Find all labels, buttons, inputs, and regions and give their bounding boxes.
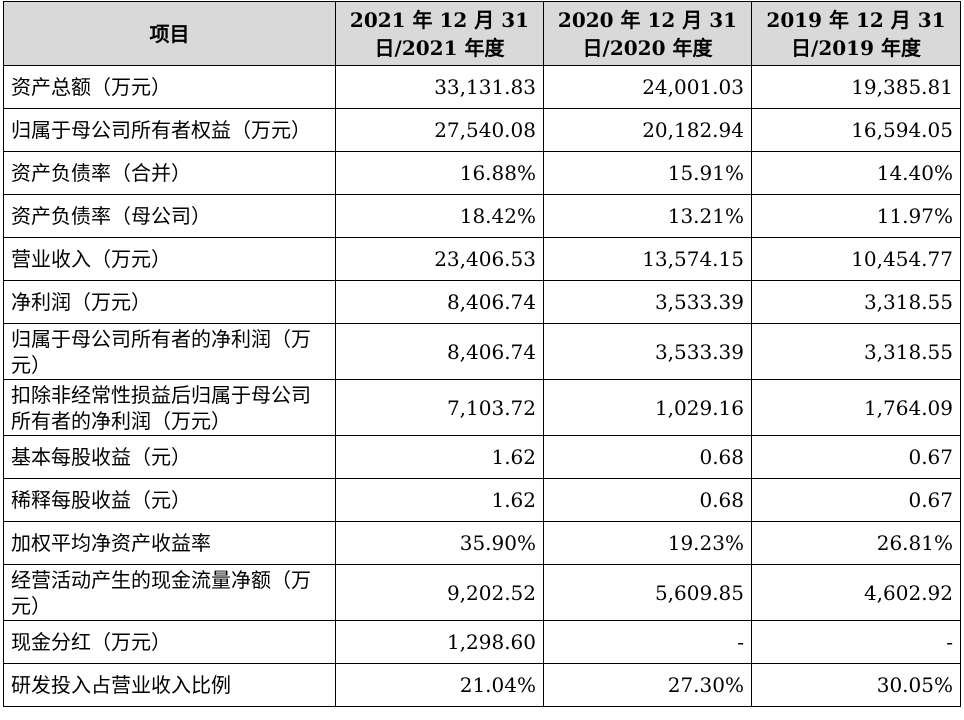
row-label: 资产负债率（母公司）: [3, 194, 336, 238]
value-2019: 0.67: [751, 478, 961, 522]
header-2021: 2021 年 12 月 31 日/2021 年度: [335, 1, 544, 66]
value-2019: 3,318.55: [751, 280, 961, 324]
value-2019: 30.05%: [751, 663, 961, 707]
table-row: 资产负债率（母公司） 18.42% 13.21% 11.97%: [3, 194, 961, 238]
value-2021: 1,298.60: [335, 620, 544, 664]
value-2020: 27.30%: [543, 663, 752, 707]
value-2021: 7,103.72: [335, 379, 544, 436]
header-2020: 2020 年 12 月 31 日/2020 年度: [543, 1, 752, 66]
row-label: 归属于母公司所有者权益（万元）: [3, 108, 336, 152]
value-2021: 9,202.52: [335, 564, 544, 621]
value-2021: 27,540.08: [335, 108, 544, 152]
value-2019: 1,764.09: [751, 379, 961, 436]
value-2020: 19.23%: [543, 521, 752, 565]
value-2019: 16,594.05: [751, 108, 961, 152]
row-label: 净利润（万元）: [3, 280, 336, 324]
value-2019: 0.67: [751, 435, 961, 479]
table-row: 归属于母公司所有者的净利润（万元） 8,406.74 3,533.39 3,31…: [3, 323, 961, 380]
header-item: 项目: [3, 1, 336, 66]
value-2020: 1,029.16: [543, 379, 752, 436]
value-2020: 20,182.94: [543, 108, 752, 152]
value-2019: 3,318.55: [751, 323, 961, 380]
table-row: 扣除非经常性损益后归属于母公司所有者的净利润（万元） 7,103.72 1,02…: [3, 379, 961, 436]
value-2021: 8,406.74: [335, 280, 544, 324]
header-2019: 2019 年 12 月 31 日/2019 年度: [751, 1, 961, 66]
table-row: 资产总额（万元） 33,131.83 24,001.03 19,385.81: [3, 65, 961, 109]
row-label: 加权平均净资产收益率: [3, 521, 336, 565]
value-2020: 0.68: [543, 435, 752, 479]
table-row: 经营活动产生的现金流量净额（万元） 9,202.52 5,609.85 4,60…: [3, 564, 961, 621]
row-label: 研发投入占营业收入比例: [3, 663, 336, 707]
table-row: 加权平均净资产收益率 35.90% 19.23% 26.81%: [3, 521, 961, 565]
value-2019: 26.81%: [751, 521, 961, 565]
table-row: 归属于母公司所有者权益（万元） 27,540.08 20,182.94 16,5…: [3, 108, 961, 152]
value-2021: 35.90%: [335, 521, 544, 565]
value-2021: 1.62: [335, 435, 544, 479]
value-2019: 14.40%: [751, 151, 961, 195]
row-label: 营业收入（万元）: [3, 237, 336, 281]
value-2019: 10,454.77: [751, 237, 961, 281]
row-label: 现金分红（万元）: [3, 620, 336, 664]
value-2019: 11.97%: [751, 194, 961, 238]
row-label: 稀释每股收益（元）: [3, 478, 336, 522]
table-row: 营业收入（万元） 23,406.53 13,574.15 10,454.77: [3, 237, 961, 281]
value-2019: -: [751, 620, 961, 664]
row-label: 归属于母公司所有者的净利润（万元）: [3, 323, 336, 380]
value-2020: -: [543, 620, 752, 664]
financial-data-table: 项目 2021 年 12 月 31 日/2021 年度 2020 年 12 月 …: [3, 1, 961, 707]
table-row: 资产负债率（合并） 16.88% 15.91% 14.40%: [3, 151, 961, 195]
value-2019: 19,385.81: [751, 65, 961, 109]
value-2019: 4,602.92: [751, 564, 961, 621]
row-label: 扣除非经常性损益后归属于母公司所有者的净利润（万元）: [3, 379, 336, 436]
value-2020: 0.68: [543, 478, 752, 522]
value-2021: 23,406.53: [335, 237, 544, 281]
value-2021: 1.62: [335, 478, 544, 522]
value-2020: 24,001.03: [543, 65, 752, 109]
table-header-row: 项目 2021 年 12 月 31 日/2021 年度 2020 年 12 月 …: [3, 1, 961, 66]
value-2020: 13,574.15: [543, 237, 752, 281]
value-2021: 21.04%: [335, 663, 544, 707]
value-2020: 13.21%: [543, 194, 752, 238]
value-2021: 8,406.74: [335, 323, 544, 380]
table-row: 净利润（万元） 8,406.74 3,533.39 3,318.55: [3, 280, 961, 324]
value-2020: 3,533.39: [543, 280, 752, 324]
value-2021: 18.42%: [335, 194, 544, 238]
value-2020: 5,609.85: [543, 564, 752, 621]
value-2021: 33,131.83: [335, 65, 544, 109]
value-2020: 15.91%: [543, 151, 752, 195]
row-label: 经营活动产生的现金流量净额（万元）: [3, 564, 336, 621]
table-row: 基本每股收益（元） 1.62 0.68 0.67: [3, 435, 961, 479]
row-label: 基本每股收益（元）: [3, 435, 336, 479]
row-label: 资产总额（万元）: [3, 65, 336, 109]
table-row: 研发投入占营业收入比例 21.04% 27.30% 30.05%: [3, 663, 961, 707]
row-label: 资产负债率（合并）: [3, 151, 336, 195]
table-row: 现金分红（万元） 1,298.60 - -: [3, 620, 961, 664]
table-row: 稀释每股收益（元） 1.62 0.68 0.67: [3, 478, 961, 522]
value-2021: 16.88%: [335, 151, 544, 195]
value-2020: 3,533.39: [543, 323, 752, 380]
